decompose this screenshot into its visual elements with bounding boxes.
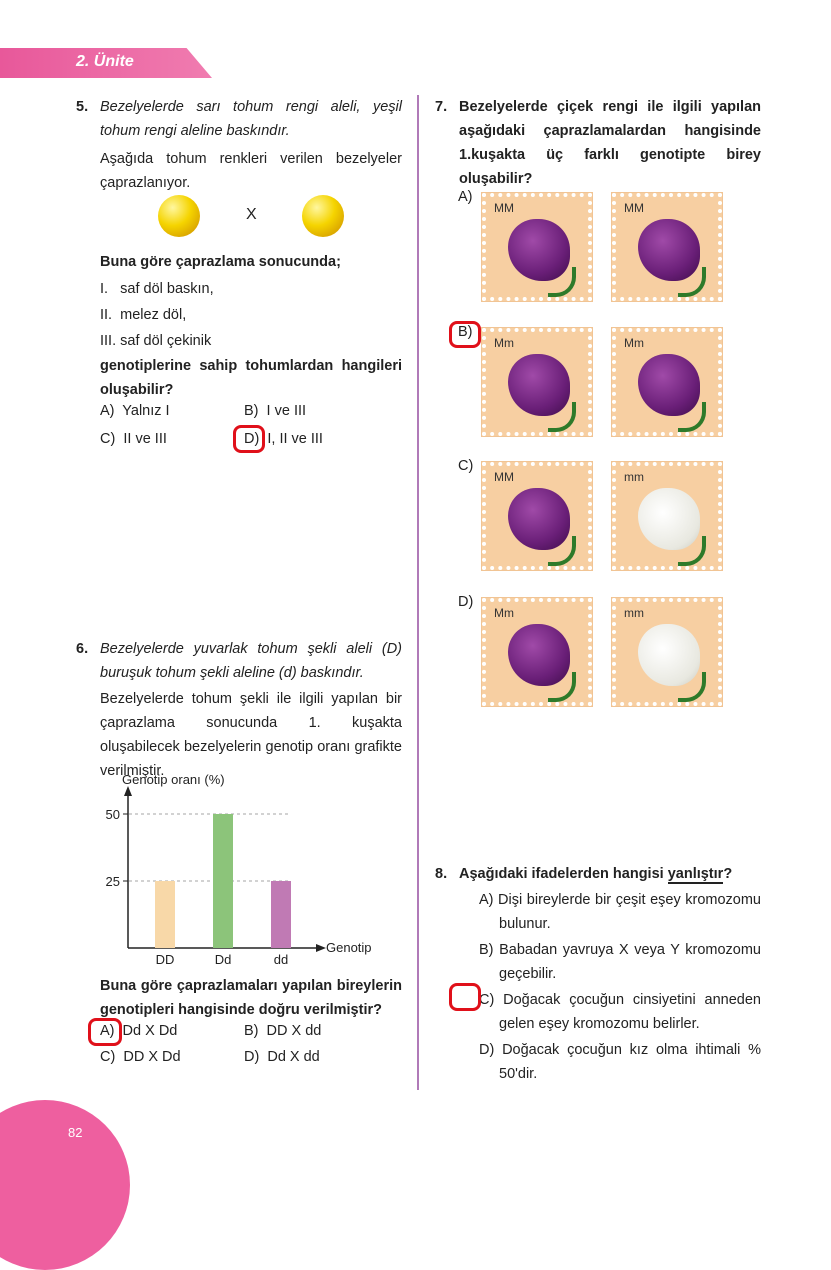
question-number: 5.: [76, 99, 89, 115]
list-item: III. saf döl çekinik: [100, 333, 212, 349]
question-intro: Bezelyelerde tohum şekli ile ilgili yapı…: [100, 691, 402, 779]
flower-stamp-right: mm: [611, 597, 723, 707]
genotype-label: mm: [624, 470, 644, 484]
x-tick-label: DD: [156, 952, 175, 967]
question-end: ?: [723, 866, 733, 882]
x-tick-label: Dd: [215, 952, 232, 967]
answer-mark: [449, 321, 481, 348]
option-d[interactable]: D) Doğacak çocuğun kız olma ihtimali % 5…: [479, 1042, 761, 1082]
genotype-label: mm: [624, 606, 644, 620]
stem-icon: [678, 267, 706, 297]
option-a[interactable]: A) Yalnız I: [100, 403, 170, 419]
list-item: II. melez döl,: [100, 307, 187, 323]
question-text: Bezelyelerde çiçek rengi ile ilgili yapı…: [459, 99, 761, 187]
question-6-body: Buna göre çaprazlamaları yapılan bireyle…: [100, 974, 402, 1022]
question-number: 7.: [435, 99, 448, 115]
option-b-label[interactable]: B): [458, 324, 473, 340]
option-d-label[interactable]: D): [458, 594, 474, 610]
answer-mark: [88, 1018, 122, 1046]
question-number: 6.: [76, 641, 89, 657]
genotype-label: MM: [624, 201, 644, 215]
unit-banner: 2. Ünite: [0, 48, 212, 78]
genotype-label: Mm: [494, 606, 514, 620]
unit-title: 2. Ünite: [76, 53, 134, 70]
flower-stamp-left: MM: [481, 192, 593, 302]
option-b[interactable]: B) I ve III: [244, 403, 307, 419]
y-axis-label: Genotip oranı (%): [122, 772, 225, 787]
option-c[interactable]: C) DD X Dd: [100, 1049, 181, 1065]
flower-stamp-right: mm: [611, 461, 723, 571]
option-d[interactable]: D) Dd X dd: [244, 1049, 320, 1065]
cross-symbol: X: [246, 206, 257, 223]
genotype-bar-chart: Genotip oranı (%) Genotip 25 50 DD Dd dd: [106, 772, 372, 967]
stem-icon: [548, 536, 576, 566]
question-7: 7. Bezelyelerde çiçek rengi ile ilgili y…: [435, 95, 761, 191]
stem-icon: [678, 672, 706, 702]
question-emphasis: yanlıştır: [667, 866, 724, 884]
genotype-label: MM: [494, 470, 514, 484]
column-divider: [417, 95, 419, 1090]
question-6: 6. Bezelyelerde yuvarlak tohum şekli ale…: [76, 637, 402, 783]
yellow-pea-icon: [302, 195, 344, 237]
yellow-pea-icon: [158, 195, 200, 237]
genotype-label: MM: [494, 201, 514, 215]
list-item: I. saf döl baskın,: [100, 281, 214, 297]
purple-flower-icon: [638, 354, 700, 416]
stem-icon: [548, 672, 576, 702]
question-8: 8. Aşağıdaki ifadelerden hangisi yanlışt…: [435, 862, 761, 1086]
option-a[interactable]: A) Dd X Dd: [100, 1023, 178, 1039]
question-5-body: Buna göre çaprazlama sonucunda; I. saf d…: [100, 250, 402, 402]
option-b[interactable]: B) DD X dd: [244, 1023, 322, 1039]
option-a[interactable]: A) Dişi bireylerde bir çeşit eşey kromoz…: [479, 892, 761, 932]
x-axis-label: Genotip: [326, 940, 372, 955]
white-flower-icon: [638, 488, 700, 550]
y-axis-arrow-icon: [124, 786, 132, 796]
question-lead: Buna göre çaprazlama sonucunda;: [100, 254, 341, 270]
bar-dd: [271, 881, 291, 948]
question-text: genotiplerine sahip tohumlardan hangiler…: [100, 358, 402, 398]
x-axis-arrow-icon: [316, 944, 326, 952]
x-tick-label: dd: [274, 952, 288, 967]
purple-flower-icon: [638, 219, 700, 281]
question-intro: Aşağıda tohum renkleri verilen bezelyele…: [100, 151, 402, 191]
flower-stamp-right: Mm: [611, 327, 723, 437]
answer-mark: [233, 425, 265, 453]
question-stem: Bezelyelerde yuvarlak tohum şekli aleli …: [100, 641, 402, 681]
answer-mark: [449, 983, 481, 1011]
flower-stamp-right: MM: [611, 192, 723, 302]
option-d[interactable]: D) I, II ve III: [244, 431, 323, 447]
page-number: 82: [68, 1125, 83, 1140]
option-b[interactable]: B) Babadan yavruya X veya Y kromozomu ge…: [479, 942, 761, 982]
purple-flower-icon: [508, 219, 570, 281]
purple-flower-icon: [508, 488, 570, 550]
flower-stamp-left: MM: [481, 461, 593, 571]
option-c[interactable]: C) Doğacak çocuğun cinsiyetini anneden g…: [479, 992, 761, 1032]
stem-icon: [678, 402, 706, 432]
option-c-label[interactable]: C): [458, 458, 474, 474]
genotype-label: Mm: [494, 336, 514, 350]
question-text: Buna göre çaprazlamaları yapılan bireyle…: [100, 978, 402, 1018]
purple-flower-icon: [508, 624, 570, 686]
option-a-label[interactable]: A): [458, 189, 473, 205]
question-5: 5. Bezelyelerde sarı tohum rengi aleli, …: [76, 95, 402, 195]
question-text: Aşağıdaki ifadelerden hangisi: [459, 866, 668, 882]
stem-icon: [678, 536, 706, 566]
white-flower-icon: [638, 624, 700, 686]
y-tick-label: 50: [106, 807, 120, 822]
bar-Dd: [213, 814, 233, 948]
stem-icon: [548, 402, 576, 432]
flower-stamp-left: Mm: [481, 327, 593, 437]
page-number-badge: 82: [0, 1100, 130, 1270]
question-stem: Bezelyelerde sarı tohum rengi aleli, yeş…: [100, 99, 402, 139]
y-tick-label: 25: [106, 874, 120, 889]
option-c[interactable]: C) II ve III: [100, 431, 167, 447]
stem-icon: [548, 267, 576, 297]
purple-flower-icon: [508, 354, 570, 416]
question-number: 8.: [435, 866, 448, 882]
flower-stamp-left: Mm: [481, 597, 593, 707]
genotype-label: Mm: [624, 336, 644, 350]
bar-DD: [155, 881, 175, 948]
